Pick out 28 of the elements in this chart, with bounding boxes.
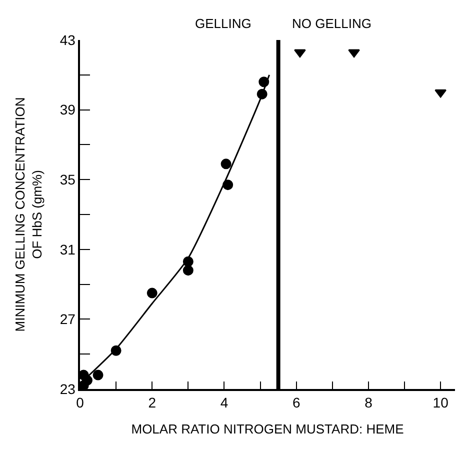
y-tick-label: 31 [60, 241, 76, 258]
x-tick-label: 4 [220, 394, 228, 411]
point [110, 345, 122, 356]
x-tick-label: 6 [292, 394, 300, 411]
point [182, 265, 194, 276]
y-tick-label: 35 [60, 172, 76, 188]
x-tick-label: 8 [364, 394, 373, 411]
x-tick-label: 2 [148, 394, 156, 411]
y-tick-label: 27 [60, 311, 76, 328]
point [182, 256, 194, 267]
x-axis-title: MOLAR RATIO NITROGEN MUSTARD: HEME [131, 422, 404, 437]
y-tick-label: 43 [60, 32, 76, 48]
text: GELLING [195, 16, 252, 31]
point [92, 370, 104, 380]
point [348, 49, 360, 58]
point [256, 88, 268, 100]
text: NO GELLING [292, 16, 372, 31]
y-tick-label: 23 [60, 380, 76, 397]
y-tick-label: 39 [60, 102, 76, 118]
point [146, 288, 158, 298]
point [222, 180, 234, 190]
x-tick-label: 0 [76, 394, 84, 411]
point [220, 158, 232, 170]
point [434, 89, 447, 98]
x-tick-label: 10 [432, 394, 449, 411]
point [258, 76, 270, 88]
y-axis-title: MINIMUM GELLING CONCENTRATION OF HbS (gm%) [12, 97, 44, 332]
point [294, 49, 306, 58]
